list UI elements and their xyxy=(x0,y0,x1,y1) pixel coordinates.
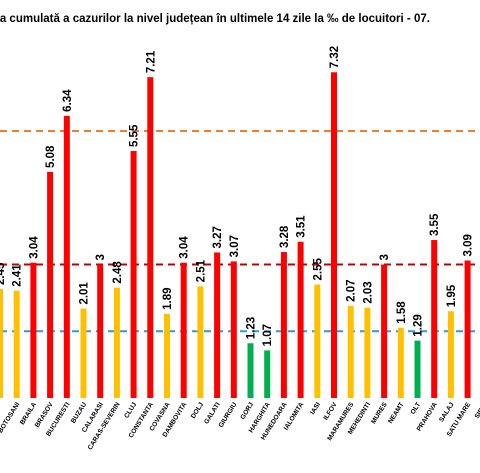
bar xyxy=(247,343,254,398)
data-label: 5.08 xyxy=(45,145,57,168)
bar xyxy=(297,241,304,398)
bar xyxy=(0,288,3,398)
data-label: 3.04 xyxy=(179,236,191,259)
data-label: 1.29 xyxy=(413,314,425,336)
bar xyxy=(30,262,37,398)
category-label: OLT xyxy=(410,401,423,415)
bar xyxy=(113,287,120,398)
data-label: 3.09 xyxy=(463,234,475,256)
chart-title: ta cumulată a cazurilor la nivel județea… xyxy=(0,13,430,25)
bar xyxy=(147,77,154,398)
bar xyxy=(280,252,287,398)
category-label: DOLJ xyxy=(190,401,205,420)
bar xyxy=(314,284,321,398)
category-label: SIBIU xyxy=(474,401,480,420)
data-label: 2.07 xyxy=(346,279,358,301)
category-labels: BOTOSANIBRAILABRASOVBUCURESTIBUZAUCALARA… xyxy=(0,401,480,452)
data-label: 2.55 xyxy=(312,258,324,281)
category-label: NEAMT xyxy=(387,401,405,425)
data-label: 1.23 xyxy=(246,317,258,339)
data-label: 2.03 xyxy=(362,281,374,303)
bar xyxy=(397,327,404,398)
data-label: 3.28 xyxy=(279,225,291,248)
bar xyxy=(13,290,20,398)
data-label: 1.95 xyxy=(446,284,458,307)
bar xyxy=(97,264,104,398)
data-label: 3 xyxy=(95,254,107,260)
value-labels: 2.45 2.41 3.04 5.08 6.34 2.01 3 2.48 5.55 7.21 1.8… xyxy=(0,46,480,347)
bar xyxy=(381,264,388,398)
bar xyxy=(130,151,137,398)
data-label: 3.27 xyxy=(212,226,224,248)
category-label: IASI xyxy=(309,401,322,416)
data-label: 3.04 xyxy=(28,236,40,259)
bar xyxy=(180,262,187,398)
data-label: 3.07 xyxy=(229,235,241,257)
bar xyxy=(464,260,471,398)
data-label: 2.01 xyxy=(79,282,91,305)
data-label: 2.48 xyxy=(112,261,124,284)
category-label: CARAS-SEVERIN xyxy=(87,401,122,451)
data-label: 7.32 xyxy=(329,46,341,68)
bar xyxy=(264,350,271,398)
category-label: BOTOSANI xyxy=(0,401,21,434)
data-label: 2.41 xyxy=(12,264,24,287)
data-label: 6.34 xyxy=(62,89,74,112)
bar xyxy=(431,240,438,398)
data-label: 3.55 xyxy=(429,213,441,236)
bar xyxy=(80,308,87,398)
data-label: 1.89 xyxy=(162,288,174,310)
threshold-lines xyxy=(0,130,480,333)
bars xyxy=(0,72,471,399)
bar xyxy=(47,171,54,398)
bar xyxy=(230,261,237,398)
bar xyxy=(414,340,421,398)
bar xyxy=(331,72,337,398)
category-label: CLUJ xyxy=(123,401,138,420)
data-label: 5.55 xyxy=(129,124,141,147)
category-label: SALAJ xyxy=(438,401,456,423)
bar xyxy=(447,311,454,398)
data-label: 2.45 xyxy=(0,262,7,285)
bar xyxy=(347,305,354,398)
bar xyxy=(164,313,170,398)
bar xyxy=(214,252,221,398)
data-label: 1.58 xyxy=(396,301,408,324)
bar xyxy=(63,115,70,399)
data-label: 2.51 xyxy=(195,259,207,282)
data-label: 7.21 xyxy=(145,50,157,73)
category-label: GORJ xyxy=(239,401,255,421)
data-label: 3 xyxy=(379,254,391,260)
bar xyxy=(364,307,371,398)
data-label: 1.07 xyxy=(262,324,274,346)
category-label: ILFOV xyxy=(322,401,339,422)
bar xyxy=(197,286,204,398)
data-label: 3.51 xyxy=(296,215,308,238)
